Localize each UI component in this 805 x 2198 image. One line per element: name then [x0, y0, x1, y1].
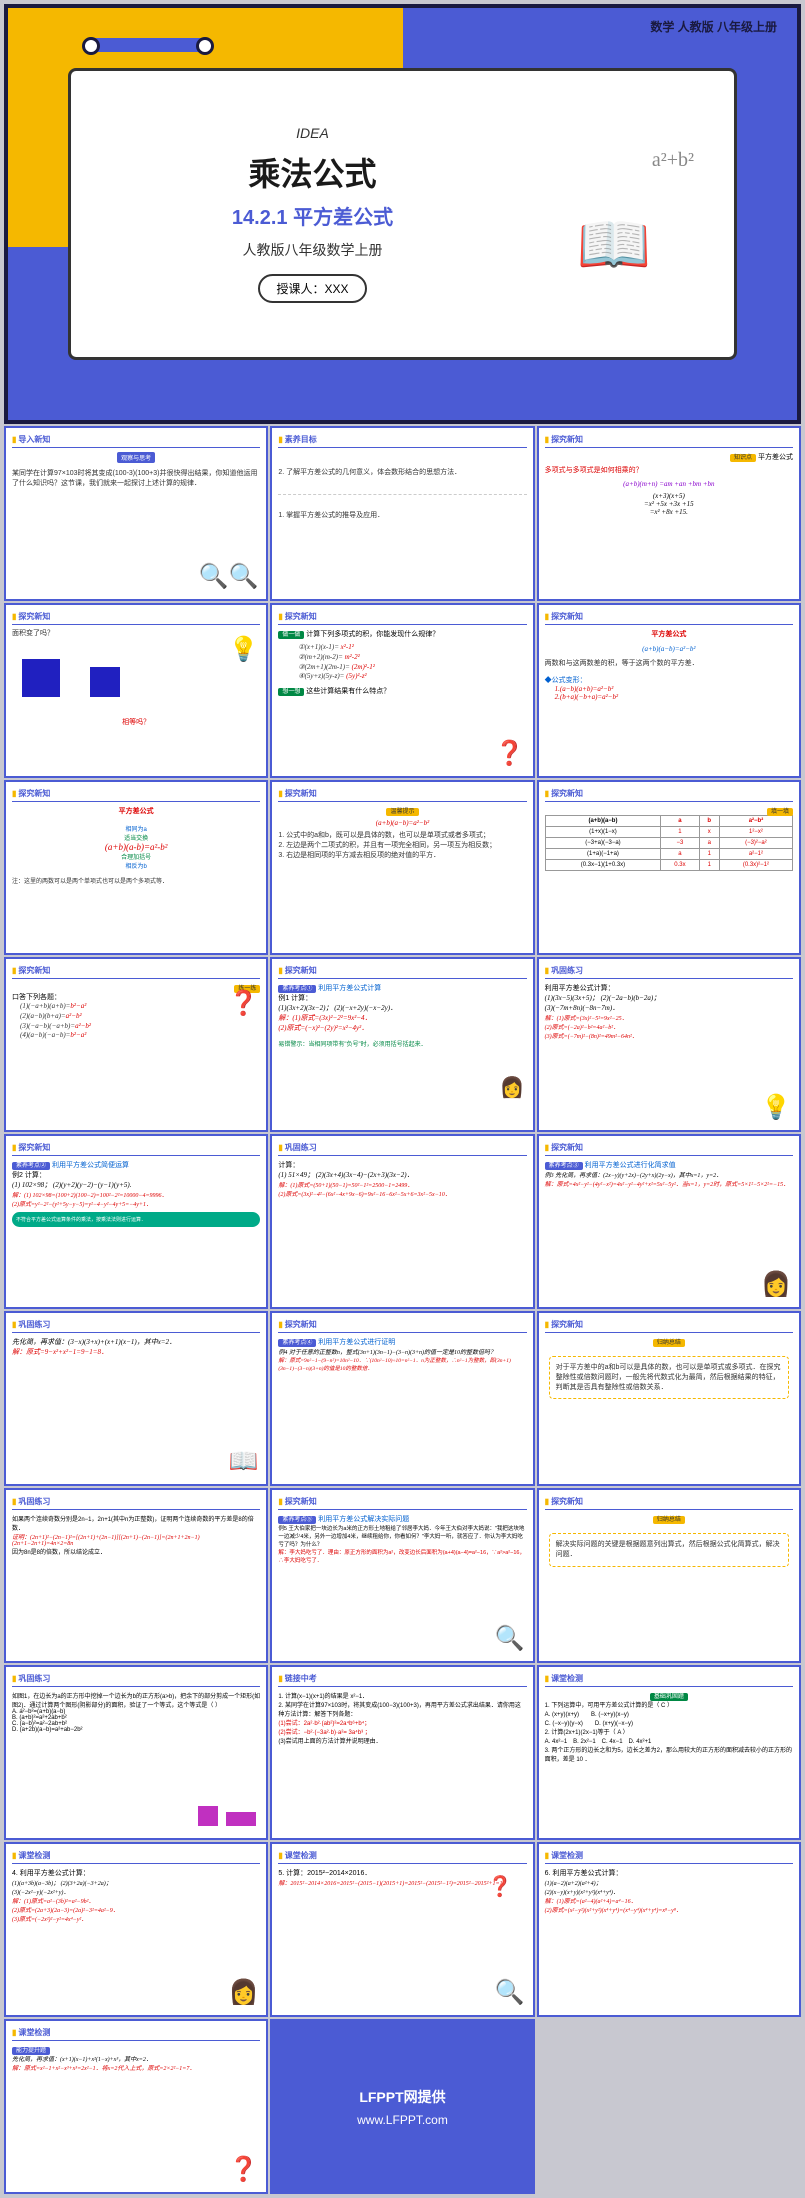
slide-ex3: 探究新知 素养考点③ 利用平方差公式进行化简求值 例3 先化简，再求值：(2x−… [537, 1134, 801, 1309]
subtitle: 14.2.1 平方差公式 [101, 201, 524, 230]
main-title: 乘法公式 [101, 149, 524, 195]
slide-header: 探究新知 [545, 434, 793, 448]
formula-1: (a+b)(m+n) =am +an +bm +bn [545, 480, 793, 488]
slide-header: 探究新知 [545, 611, 793, 625]
slide-area: 探究新知 面积变了吗？ 相等吗？ 💡 [4, 603, 268, 778]
idea-label: IDEA [101, 125, 524, 141]
slide-empty [537, 2019, 801, 2194]
slide-practice3: 巩固练习 先化简，再求值：(3−x)(3+x)+(x+1)(x−1)，其中x=2… [4, 1311, 268, 1486]
magnify-icon: 🔍 [495, 1624, 525, 1653]
slide-practice4: 巩固练习 如果两个连续奇数分别是2n−1，2n+1(其中n为正整数)，证明两个连… [4, 1488, 268, 1663]
slide-ex2: 探究新知 素养考点② 利用平方差公式简便运算 例2 计算： (1) 102×98… [4, 1134, 268, 1309]
slide-tips: 探究新知 温馨提示 (a+b)(a−b)=a²−b² 1. 公式中的a和b，既可… [270, 780, 534, 955]
slide-ex5: 探究新知 素养考点⑤ 利用平方差公式解决实际问题 例5 王大伯家把一块边长为a米… [270, 1488, 534, 1663]
teacher-label: 授课人：XXX [258, 274, 366, 303]
slide-header: 探究新知 [278, 611, 526, 625]
slide-intro: 导入新知 观察与思考 某同学在计算97×103时将其变成(100-3)(100+… [4, 426, 268, 601]
slide-practice2: 巩固练习 计算： (1) 51×49； (2)(3x+4)(3x−4)−(2x+… [270, 1134, 534, 1309]
student-icon: 👩 [500, 1075, 525, 1100]
slide-summary2: 探究新知 归纳总结 解决实际问题的关键是根据题意列出算式，然后根据公式化简算式，… [537, 1488, 801, 1663]
book-icon: 📖 [524, 209, 704, 280]
person-icon: 👩 [761, 1270, 791, 1299]
question: 多项式与多项式是如何相乘的？ [545, 466, 793, 476]
slide-formula-diagram: 探究新知 平方差公式 相同为a 适当交换 (a+b)(a-b)=a²-b² 合理… [4, 780, 268, 955]
formula-2: (x+3)(x+5) [545, 492, 793, 500]
slide-zhongkao: 链接中考 1. 计算(x−1)(x+1)的结果是 x²−1． 2. 某同学在计算… [270, 1665, 534, 1840]
bulb-icon: 💡 [228, 635, 258, 664]
formula-3: =x² +5x +3x +15 [545, 500, 793, 508]
title-slide: 数学 人教版 八年级上册 IDEA 乘法公式 14.2.1 平方差公式 人教版八… [4, 4, 801, 424]
question-icon: ❓ [228, 989, 258, 1018]
slide-objectives: 素养目标 2. 了解平方差公式的几何意义，体会数形结合的思想方法． 1. 掌握平… [270, 426, 534, 601]
slide-test3: 课堂检测 5. 计算：2015²−2014×2016． 解：2015²−2014… [270, 1842, 534, 2017]
obj-1: 1. 掌握平方差公式的推导及应用． [278, 511, 526, 521]
slide-explore-poly: 探究新知 知识点 平方差公式 多项式与多项式是如何相乘的？ (a+b)(m+n)… [537, 426, 801, 601]
slide-summary1: 探究新知 归纳总结 对于平方差中的a和b可以是具体的数，也可以是单项式或多项式．… [537, 1311, 801, 1486]
intro-body: 某同学在计算97×103时将其变成(100-3)(100+3)并很快得出结果，你… [12, 469, 260, 489]
slide-final: LFPPT网提供 www.LFPPT.com [270, 2019, 534, 2194]
slide-header: 素养目标 [278, 434, 526, 448]
area-question: 面积变了吗？ [12, 629, 260, 639]
book-icon: 📖 [228, 1447, 258, 1476]
slide-test4: 课堂检测 6. 利用平方差公式计算： (1)(a−2)(a+2)(a²+4)；(… [537, 1842, 801, 2017]
slide-fill-table: 探究新知 填一填 (a+b)(a−b)aba²−b² (1+x)(1−x)1x1… [537, 780, 801, 955]
header-text: 数学 人教版 八年级上册 [650, 18, 777, 35]
slide-ex1: 探究新知 素养考点① 利用平方差公式计算 例1 计算： (1)(3x+2)(3x… [270, 957, 534, 1132]
slide-test1: 课堂检测 基础巩固题 1. 下列运算中，可用平方差公式计算的是（ C ） A. … [537, 1665, 801, 1840]
formula-4: =x² +8x +15. [545, 508, 793, 516]
slide-test5: 课堂检测 能力提升题 先化简，再求值：(x+1)(x−1)+x²(1−x)+x³… [4, 2019, 268, 2194]
bulb-icon: 💡 [761, 1093, 791, 1122]
obj-2: 2. 了解平方差公式的几何意义，体会数形结合的思想方法． [278, 468, 526, 478]
slide-header: 导入新知 [12, 434, 260, 448]
description: 人教版八年级数学上册 [101, 240, 524, 260]
slide-formula-def: 探究新知 平方差公式 (a+b)(a−b)=a²−b² 两数和与这两数差的积，等… [537, 603, 801, 778]
slide-oral: 探究新知 练一练 口答下列各题： (1)(−a+b)(a+b)=b²−a² (2… [4, 957, 268, 1132]
slide-practice5: 巩固练习 如图1，在边长为a的正方形中挖掉一个边长为b的正方形(a>b)，把余下… [4, 1665, 268, 1840]
person-icon: 👩 [228, 1978, 258, 2007]
equal-note: 相等吗？ [12, 717, 260, 727]
observe-tag: 观察与思考 [117, 452, 155, 463]
fill-table: (a+b)(a−b)aba²−b² (1+x)(1−x)1x1²−x² (−3+… [545, 815, 793, 871]
magnify-icon: 🔍 [495, 1978, 525, 2007]
question-icon: ❓ [495, 739, 525, 768]
magnify-icon: 🔍🔍 [199, 562, 259, 591]
provider-url: www.LFPPT.com [357, 2113, 448, 2127]
question-icon: ❓ [228, 2155, 258, 2184]
formula-bubble: a²+b² [652, 149, 694, 172]
slide-practice1: 巩固练习 利用平方差公式计算： (1)(3x−5)(3x+5)； (2)(−2a… [537, 957, 801, 1132]
slide-ex4: 探究新知 素养考点④ 利用平方差公式进行证明 例4 对于任意的正整数n，整式(3… [270, 1311, 534, 1486]
provider-label: LFPPT网提供 [359, 2087, 445, 2107]
slide-header: 探究新知 [12, 611, 260, 625]
slide-try: 探究新知 做一做 计算下列多项式的积，你能发现什么规律？ ①(x+1)(x-1)… [270, 603, 534, 778]
question-icon: ❓ [488, 1874, 513, 1899]
slide-test2: 课堂检测 4. 利用平方差公式计算： (1)(a+3b)(a−3b)； (2)(… [4, 1842, 268, 2017]
